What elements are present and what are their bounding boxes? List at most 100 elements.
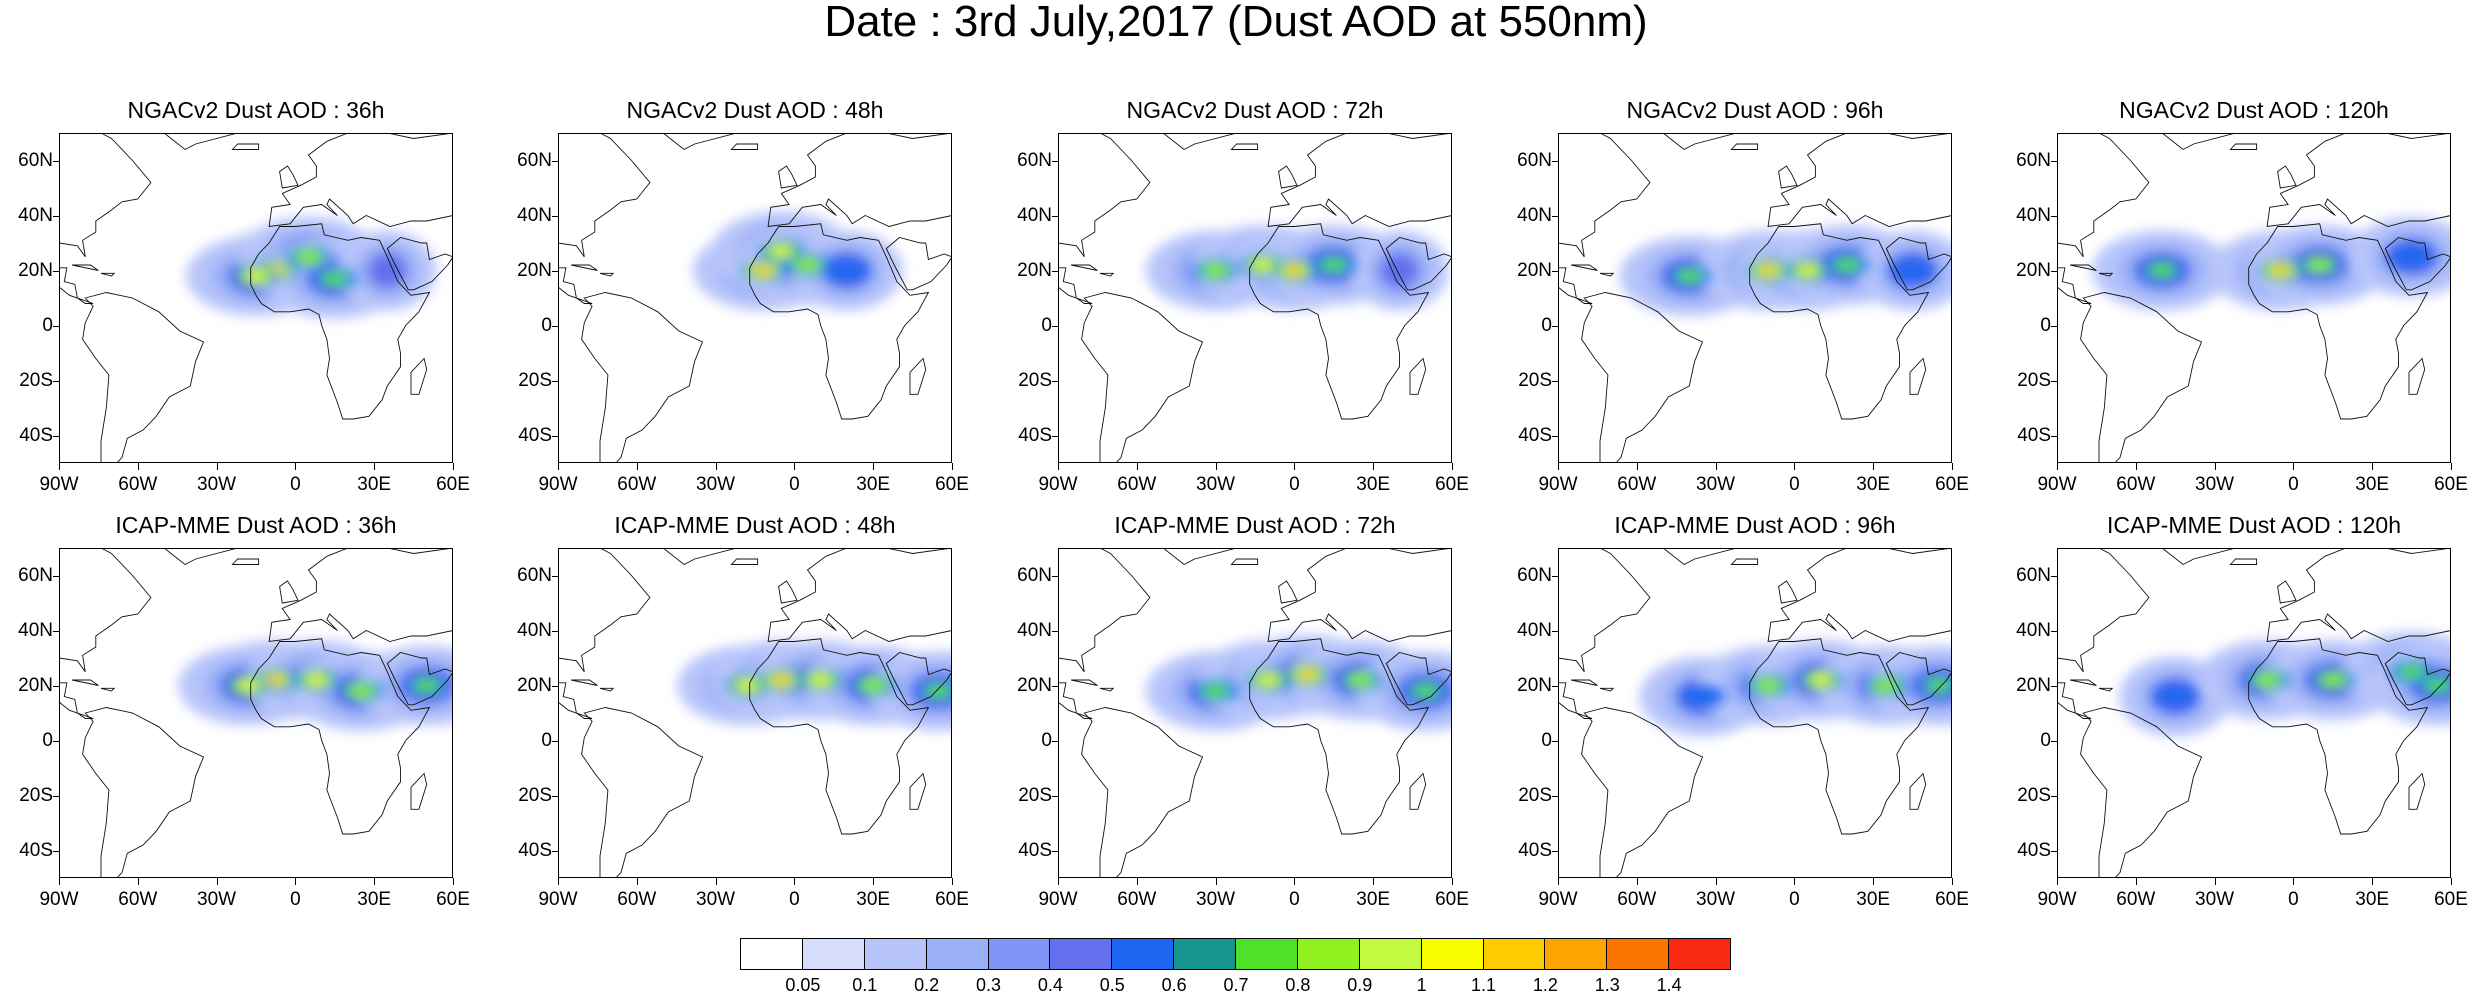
map-area [1558,548,1952,878]
x-tick [1215,878,1217,885]
plume-mark [239,681,257,690]
x-tick [137,878,139,885]
y-tick-label: 40S [1518,424,1552,446]
plume-mark [267,676,282,684]
x-tick-label: 30E [2355,889,2390,910]
coastline [386,237,453,291]
coastline [59,548,152,673]
coastline [730,558,759,565]
coastline [909,357,927,395]
coastline [1249,638,1430,835]
x-tick [59,878,60,885]
x-tick-label: 30W [1696,889,1736,910]
figure-title: Date : 3rd July,2017 (Dust AOD at 550nm) [824,0,1648,46]
coastline [599,272,615,277]
coastline [909,772,927,810]
x-tick [952,878,953,885]
map-area [558,548,952,878]
y-tick [2051,630,2057,632]
coastline [558,682,593,719]
colorbar-label: 0.3 [975,975,1002,995]
y-tick-label: 40N [1517,204,1552,226]
x-tick [453,878,454,885]
y-tick [2051,575,2057,577]
map-svg [1058,133,1452,463]
y-tick-label: 0 [1041,314,1052,336]
x-tick [2135,463,2137,470]
coastline [2070,264,2097,271]
y-tick [1052,325,1058,327]
x-tick [1452,878,1453,885]
plume-mark [2147,263,2177,278]
colorbar-label: 1.3 [1594,975,1620,995]
plume-mark [2256,674,2279,686]
y-tick-label: 40S [518,839,552,861]
plume-mark [1254,260,1272,270]
y-tick [1552,795,1558,797]
coastline [59,267,94,304]
plume-mark [1811,675,1830,685]
coastline [2057,682,2092,719]
coastline [1558,133,1651,258]
x-tick [1136,463,1138,470]
coastline [730,143,759,150]
x-tick [715,463,717,470]
y-tick [1552,575,1558,577]
y-tick-label: 20N [18,674,53,696]
y-tick-label: 0 [1041,729,1052,751]
x-tick [1873,463,1875,470]
x-tick-label: 60E [935,889,969,910]
colorbar-label: 0.1 [852,975,878,995]
plume-mark [320,271,350,287]
colorbar-label: 1.2 [1532,975,1558,995]
coastline [1058,682,1093,719]
colorbar-label: 0.4 [1037,975,1063,995]
coastline [72,264,99,271]
colorbar-label: 0.8 [1285,975,1311,995]
coastline [1885,652,1952,706]
plume-mark [1890,259,1935,282]
x-tick [374,463,376,470]
plume-mark [1204,265,1227,276]
x-tick-label: 60E [1935,889,1969,910]
y-tick [1552,740,1558,742]
x-tick-label: 30E [856,474,891,495]
coastline [1558,548,1651,673]
y-tick [552,380,558,382]
coastline [1730,143,1759,150]
plume-mark [796,259,819,271]
coastline [581,292,704,463]
coastline [1571,264,1598,271]
x-tick-label: 0 [290,474,301,495]
y-tick-label: 20S [1018,784,1052,806]
plume-mark [2272,266,2288,275]
panel-title: ICAP-MME Dust AOD : 72h [1114,512,1396,538]
y-tick-label: 40S [518,424,552,446]
x-tick-label: 60W [617,474,657,495]
y-tick [2051,850,2057,852]
plume-mark [824,259,869,282]
plume-layer [2140,245,2434,282]
map-panel: ICAP-MME Dust AOD : 36h 60N 40N 20N 0 20S 40S 9… [18,512,470,910]
x-tick-label: 90W [538,474,578,495]
coastlines [59,133,453,463]
x-tick-label: 60W [1617,474,1657,495]
map-frame [2057,548,2451,878]
y-tick-label: 20S [19,784,53,806]
coastlines [2057,133,2451,463]
y-tick [1052,435,1058,437]
y-tick [2051,215,2057,217]
coastline [250,223,431,420]
coastline [100,687,116,692]
coastlines [2057,548,2451,878]
y-tick [552,740,558,742]
coastlines [1058,133,1452,463]
colorbar-box [925,938,989,970]
map-svg [1558,133,1952,463]
colorbar-label: 1 [1416,975,1427,995]
y-tick-label: 40N [1017,204,1052,226]
colorbar-label: 0.7 [1223,975,1249,995]
coastline [2384,652,2451,706]
y-tick [2051,435,2057,437]
y-tick-label: 40S [1018,424,1052,446]
